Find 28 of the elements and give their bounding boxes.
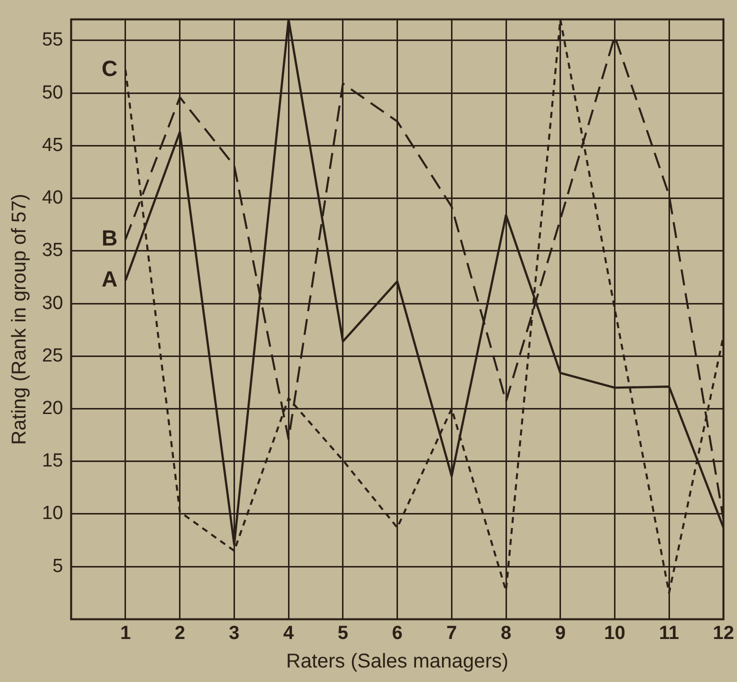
x-tick-label: 10 <box>604 622 626 644</box>
y-tick-label: 5 <box>52 556 64 577</box>
y-tick-label: 25 <box>42 345 64 366</box>
y-tick-label: 20 <box>42 398 64 419</box>
y-tick-label: 15 <box>42 450 64 472</box>
x-tick-label: 12 <box>712 622 734 644</box>
y-tick-label: 55 <box>42 30 64 51</box>
x-tick-label: 8 <box>500 622 512 644</box>
y-tick-label: 30 <box>42 292 64 314</box>
x-tick-label: 9 <box>555 622 566 644</box>
y-tick-label: 50 <box>42 82 64 104</box>
y-tick-label: 35 <box>42 240 64 262</box>
y-tick-label: 10 <box>42 503 64 524</box>
x-tick-label: 1 <box>120 622 132 644</box>
x-tick-label: 3 <box>228 622 240 644</box>
x-tick-label: 2 <box>174 622 186 644</box>
series-label: A <box>102 266 118 292</box>
y-tick-label: 45 <box>42 134 64 156</box>
y-axis-title: Rating (Rank in group of 57) <box>8 194 31 445</box>
x-tick-label: 4 <box>283 622 294 644</box>
y-tick-label: 40 <box>42 188 64 209</box>
series-label: C <box>102 56 118 81</box>
x-tick-label: 6 <box>392 622 403 644</box>
x-tick-label: 11 <box>659 622 680 644</box>
series-label: B <box>102 225 118 250</box>
x-tick-label: 7 <box>446 622 457 644</box>
x-axis-title: Raters (Sales managers) <box>286 650 508 673</box>
x-tick-label: 5 <box>338 622 349 644</box>
